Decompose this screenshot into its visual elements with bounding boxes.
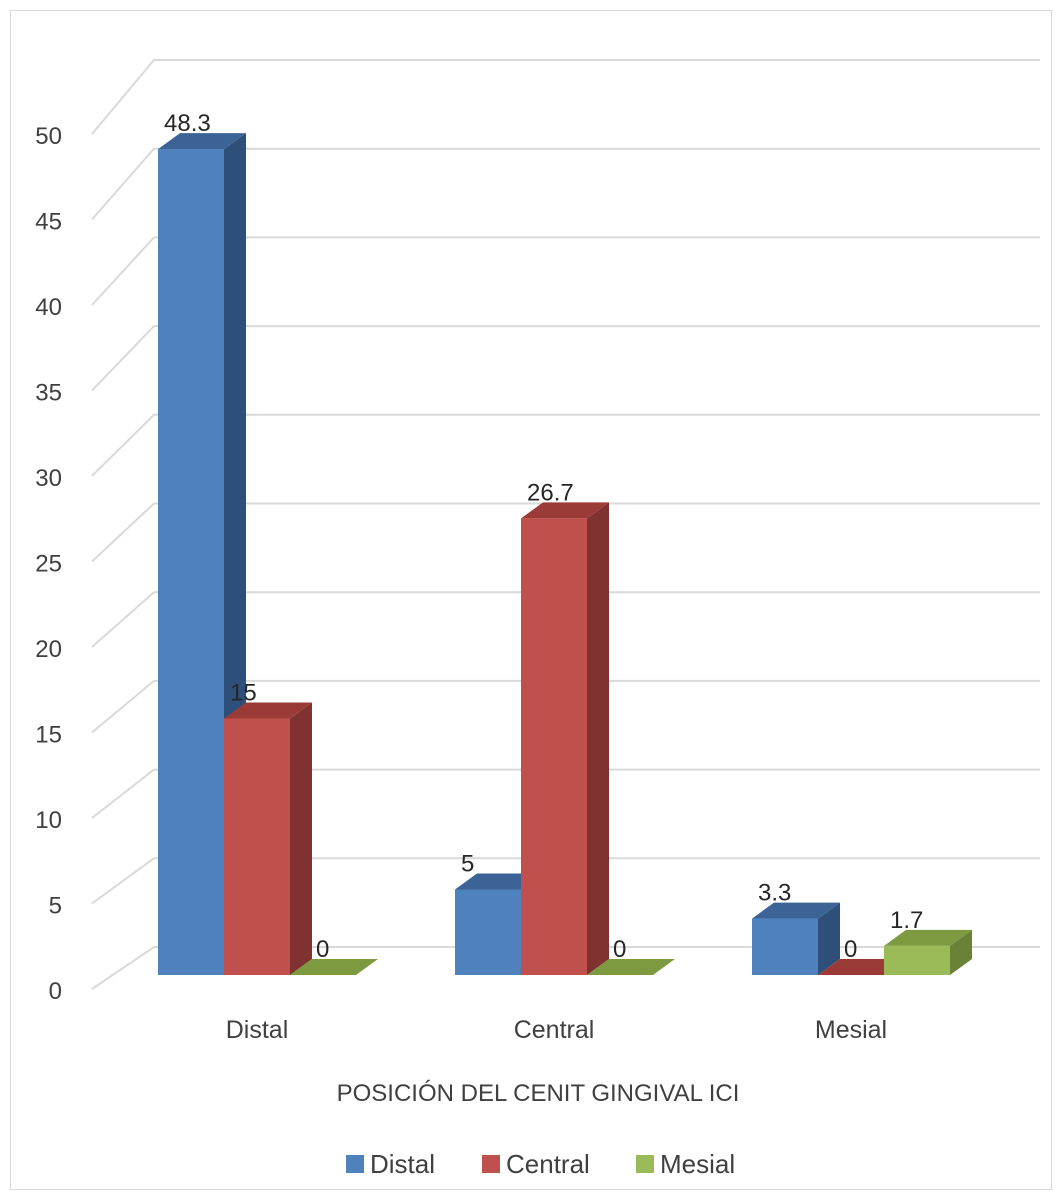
data-label: 5: [461, 851, 474, 878]
x-category-label: Central: [514, 1016, 595, 1044]
y-tick-label: 10: [35, 807, 62, 834]
legend: Distal Central Mesial: [346, 1149, 735, 1179]
data-label: 3.3: [758, 880, 791, 907]
bar-central-distal: [224, 702, 312, 975]
legend-label: Central: [506, 1149, 590, 1179]
gridline: [91, 857, 1040, 905]
y-axis-ticks: 0 5 10 15 20 25 30 35 40 45 50: [35, 123, 62, 1005]
gridline: [91, 147, 1040, 221]
y-tick-label: 25: [35, 551, 62, 578]
y-tick-label: 40: [35, 294, 62, 321]
gridline: [91, 946, 1040, 990]
legend-swatch: [636, 1155, 654, 1173]
y-tick-label: 30: [35, 465, 62, 492]
legend-label: Distal: [370, 1149, 435, 1179]
data-label: 48.3: [164, 110, 211, 137]
legend-label: Mesial: [660, 1149, 735, 1179]
bar-central-central: [521, 502, 609, 975]
gridline: [91, 502, 1040, 563]
gridline: [91, 679, 1040, 734]
gridline: [91, 236, 1040, 306]
y-tick-label: 0: [49, 978, 62, 1005]
gridline: [91, 413, 1040, 477]
y-tick-label: 50: [35, 123, 62, 150]
legend-swatch: [482, 1155, 500, 1173]
x-category-label: Mesial: [815, 1016, 887, 1044]
bars: [158, 133, 972, 975]
data-label: 0: [844, 936, 857, 963]
data-label: 15: [230, 680, 257, 707]
gridline: [91, 59, 1040, 135]
data-label: 1.7: [890, 907, 923, 934]
gridline: [91, 591, 1040, 648]
bar-mesial-mesial: [884, 929, 972, 975]
data-labels: 48.3 15 0 5 26.7 0 3.3 0 1.7: [164, 110, 923, 963]
bar-mesial-central: [587, 959, 675, 975]
gridline: [91, 325, 1040, 392]
y-tick-label: 15: [35, 722, 62, 749]
y-tick-label: 5: [49, 893, 62, 920]
y-tick-label: 35: [35, 380, 62, 407]
legend-swatch: [346, 1155, 364, 1173]
x-axis-categories: Distal Central Mesial: [226, 1016, 887, 1044]
data-label: 26.7: [527, 479, 574, 506]
y-tick-label: 45: [35, 209, 62, 236]
gridlines: [91, 59, 1040, 990]
x-axis-title: POSICIÓN DEL CENIT GINGIVAL ICI: [337, 1080, 740, 1107]
x-category-label: Distal: [226, 1016, 289, 1044]
y-tick-label: 20: [35, 636, 62, 663]
bar-distal-mesial: [752, 902, 840, 975]
bar-mesial-distal: [290, 959, 378, 975]
gridline: [91, 768, 1040, 819]
data-label: 0: [613, 936, 626, 963]
data-label: 0: [316, 936, 329, 963]
